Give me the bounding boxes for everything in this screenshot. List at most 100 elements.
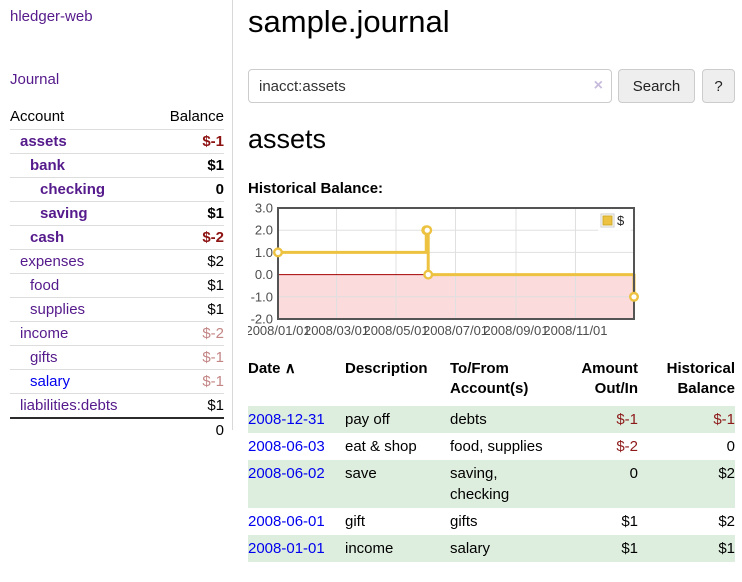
register-balance-cell: $2 — [718, 512, 735, 530]
y-tick-label: 0.0 — [255, 267, 273, 282]
accounts-total-row: 0 — [10, 417, 224, 442]
accounts-header-balance: Balance — [169, 108, 224, 125]
transaction-date-link[interactable]: 2008-12-31 — [248, 410, 325, 428]
transaction-date-link[interactable]: 2008-06-03 — [248, 437, 325, 455]
register-accounts-cell: debts — [450, 410, 487, 428]
account-balance: $1 — [152, 153, 224, 178]
register-table: Date ∧ Description To/From Account(s) Amoun… — [248, 357, 735, 562]
accounts-header-row: Account Balance — [10, 105, 224, 130]
account-link[interactable]: cash — [30, 229, 65, 246]
chart-title: Historical Balance: — [248, 180, 384, 197]
account-cell: saving — [10, 201, 153, 226]
account-link[interactable]: checking — [40, 181, 106, 198]
account-row: food $1 — [10, 273, 224, 298]
page-title: sample.journal — [248, 4, 450, 39]
account-balance: $-1 — [152, 369, 224, 394]
column-label: Description — [345, 360, 428, 377]
account-row: gifts $-1 — [10, 345, 224, 370]
x-tick-label: 2008/07/01 — [423, 323, 488, 338]
register-accounts-cell: salary — [450, 539, 491, 557]
x-tick-label: 2008/01/01 — [248, 323, 311, 338]
account-link[interactable]: gifts — [30, 349, 58, 366]
register-row: 2008-01-01 income salary $1 $1 — [248, 534, 735, 562]
account-balance: 0 — [152, 177, 224, 202]
register-date-cell: 2008-12-31 — [248, 406, 345, 433]
account-balance: $1 — [152, 201, 224, 226]
transaction-date-link[interactable]: 2008-01-01 — [248, 539, 325, 557]
register-description-cell: pay off — [345, 410, 390, 428]
search-button[interactable]: Search — [618, 69, 695, 103]
register-row: 2008-12-31 pay off debts $-1 $-1 — [248, 405, 735, 433]
transaction-date-link[interactable]: 2008-06-02 — [248, 464, 325, 482]
register-header-description: Description — [345, 357, 450, 406]
transaction-date-link[interactable]: 2008-06-01 — [248, 512, 325, 530]
register-date-cell: 2008-06-01 — [248, 508, 345, 535]
account-link[interactable]: salary — [30, 373, 71, 390]
account-link[interactable]: bank — [30, 157, 66, 174]
account-row: salary $-1 — [10, 369, 224, 394]
account-row: saving $1 — [10, 201, 224, 226]
y-tick-label: 1.0 — [255, 245, 273, 260]
register-row: 2008-06-02 save saving, checking 0 $2 — [248, 459, 735, 508]
account-link[interactable]: saving — [40, 205, 88, 222]
account-balance: $1 — [152, 297, 224, 322]
account-link[interactable]: liabilities:debts — [20, 397, 118, 414]
register-accounts-cell: food, supplies — [450, 437, 543, 455]
data-point-marker — [273, 247, 284, 258]
register-description-cell: save — [345, 464, 377, 482]
account-heading: assets — [248, 124, 327, 154]
accounts-table: Account Balance assets $-1 bank $1 checking 0… — [10, 105, 224, 442]
account-cell: expenses — [10, 249, 153, 274]
register-header-amount-out-in: Amount Out/In — [558, 357, 646, 406]
register-balance-cell: $2 — [718, 464, 735, 482]
accounts-total-value: 0 — [152, 417, 224, 442]
register-accounts-cell: gifts — [450, 512, 478, 530]
help-button[interactable]: ? — [702, 69, 735, 103]
account-link[interactable]: expenses — [20, 253, 85, 270]
register-balance-cell: $1 — [718, 539, 735, 557]
register-date-cell: 2008-06-03 — [248, 433, 345, 460]
account-cell: assets — [10, 129, 153, 154]
account-balance: $-2 — [152, 321, 224, 346]
account-cell: food — [10, 273, 153, 298]
account-row: cash $-2 — [10, 225, 224, 250]
account-row: bank $1 — [10, 153, 224, 178]
y-tick-label: -1.0 — [251, 289, 273, 304]
x-tick-label: 2008/11/01 — [543, 323, 607, 338]
register-header-historical-balance: Historical Balance — [646, 357, 735, 406]
data-point-marker — [423, 269, 434, 280]
account-cell: liabilities:debts — [10, 393, 153, 418]
y-tick-label: -2.0 — [251, 312, 273, 327]
main-content: sample.journal × Search ? assets Histori… — [245, 0, 735, 562]
account-row: assets $-1 — [10, 129, 224, 154]
account-link[interactable]: supplies — [30, 301, 86, 318]
account-balance: $-2 — [152, 225, 224, 250]
account-cell: supplies — [10, 297, 153, 322]
column-label: Amount Out/In — [581, 360, 638, 398]
register-balance-cell: 0 — [726, 437, 735, 455]
account-balance: $1 — [152, 393, 224, 418]
search-input[interactable] — [248, 69, 612, 103]
brand-link[interactable]: hledger-web — [10, 8, 93, 25]
account-row: expenses $2 — [10, 249, 224, 274]
legend-label: $ — [617, 213, 625, 228]
nav-journal-link[interactable]: Journal — [10, 71, 60, 88]
account-link[interactable]: food — [30, 277, 60, 294]
sort-asc-icon: ∧ — [284, 360, 296, 377]
register-amount-cell: $1 — [621, 539, 638, 557]
clear-search-icon[interactable]: × — [593, 77, 603, 94]
account-link[interactable]: assets — [20, 133, 67, 150]
sidebar-nav: Journal — [10, 71, 224, 88]
account-row: liabilities:debts $1 — [10, 393, 224, 418]
register-description-cell: income — [345, 539, 394, 557]
account-link[interactable]: income — [20, 325, 69, 342]
historical-balance-chart: $3.0 2.0 1.0 0.0 -1.0 -2.0 2008/01/01 2008/03/0… — [245, 201, 735, 342]
column-label: To/From Account(s) — [450, 360, 529, 398]
register-header-row: Date ∧ Description To/From Account(s) Amoun… — [248, 357, 735, 406]
column-label: Date — [248, 360, 281, 377]
register-balance-cell: $-1 — [713, 410, 735, 428]
register-date-cell: 2008-01-01 — [248, 535, 345, 562]
register-amount-cell: $1 — [621, 512, 638, 530]
register-date-cell: 2008-06-02 — [248, 460, 345, 508]
